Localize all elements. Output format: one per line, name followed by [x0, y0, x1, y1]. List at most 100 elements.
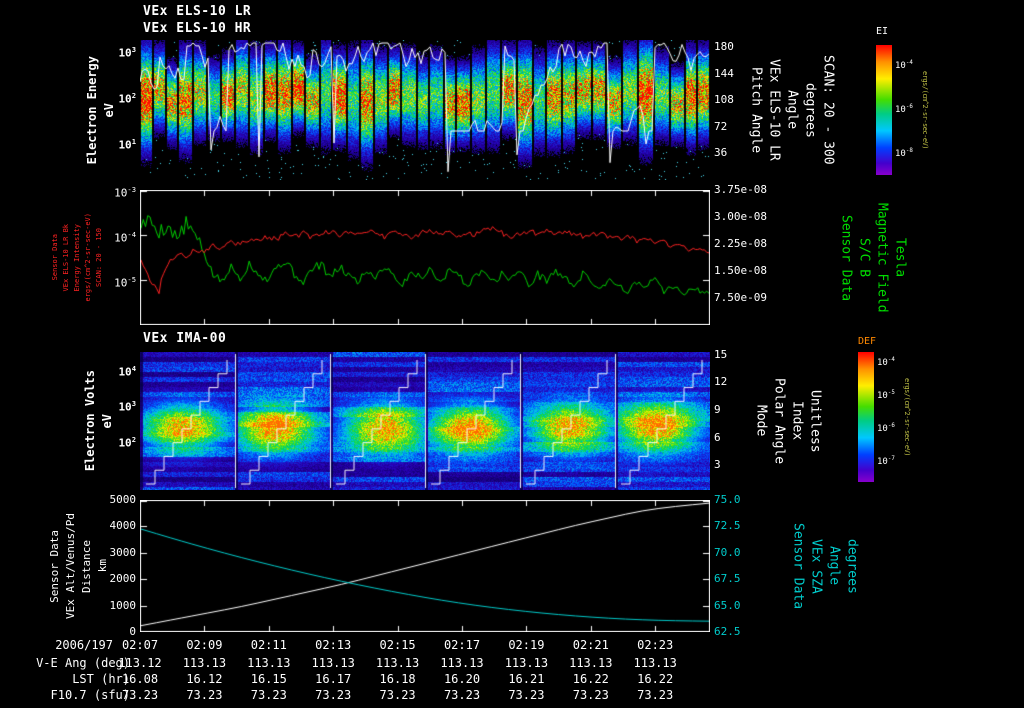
axis-label-line: Sensor Data: [51, 234, 59, 281]
table-cell: 113.13: [375, 656, 420, 670]
table-row: 16.08 16.12 16.15 16.17 16.18 16.20 16.21 16.22…: [0, 672, 1024, 686]
colorbar1-units: ergs/(cm^2-sr-sec-eV): [920, 45, 930, 175]
table-cell: 113.13: [633, 656, 677, 670]
panel3-title: VEx IMA-00: [143, 331, 227, 346]
table-row: 113.12 113.13 113.13 113.13 113.13 113.13 113.…: [0, 656, 1024, 670]
table-cell: 73.23: [572, 688, 609, 702]
table-cell: 16.21: [508, 672, 545, 686]
axis-label-line: VEx ELS-10 LR: [766, 59, 782, 161]
axis-label-line: degrees: [802, 82, 818, 138]
axis-tick-label: 2.25e-08: [714, 237, 767, 250]
panel1-title-line2: VEx ELS-10 HR: [143, 21, 252, 36]
colorbar-tick-label: 10-6: [895, 104, 913, 115]
axis-tick-label: 180: [714, 40, 734, 53]
axis-tick-label: 70.0: [714, 545, 741, 559]
table-cell: 02:09: [186, 638, 223, 652]
axis-tick-label: 3000: [109, 545, 137, 559]
panel4-left-ticks: 5000 4000 3000 2000 1000 0: [96, 493, 137, 638]
axis-label-line: Sensor Data: [790, 522, 806, 610]
axis-tick-label: 101: [118, 137, 136, 152]
table-cell: 73.23: [186, 688, 223, 702]
axis-tick-label: 10-4: [114, 229, 136, 245]
table-cell: 16.22: [637, 672, 674, 686]
table-cell: 16.17: [315, 672, 352, 686]
axis-label-line: Electron Volts: [82, 370, 97, 472]
date-label: 2006/197: [55, 638, 113, 652]
colorbar-tick-label: 10-8: [895, 148, 913, 159]
table-cell: 02:21: [572, 638, 609, 652]
panel1-left-ticks: 103 102 101: [96, 40, 136, 180]
axis-tick-label: 72.5: [714, 519, 741, 533]
colorbar-tick-label: 10-5: [877, 390, 895, 401]
axis-label-line: VEx SZA: [808, 538, 824, 594]
row-label-lst: LST (hr): [72, 672, 130, 686]
els-spectrogram-canvas: [140, 40, 710, 180]
colorbar1: [876, 45, 892, 175]
axis-tick-label: 1000: [109, 598, 137, 612]
table-cell: 113.13: [311, 656, 355, 670]
colorbar2-ticks: 10-4 10-5 10-6 10-7: [877, 352, 907, 482]
axis-tick-label: 72: [714, 119, 728, 133]
panel1-right-axis-label: Pitch Angle VEx ELS-10 LR Angle degrees …: [748, 35, 836, 185]
axis-tick-label: 6: [714, 430, 721, 444]
table-cell: 16.22: [572, 672, 609, 686]
table-cell: 73.23: [379, 688, 416, 702]
table-cell: 113.13: [440, 656, 484, 670]
table-cell: 113.13: [569, 656, 613, 670]
panel3-left-ticks: 104 103 102: [96, 352, 136, 490]
axis-tick-label: 75.0: [714, 493, 741, 506]
table-cell: 16.18: [379, 672, 416, 686]
table-cell: 16.20: [443, 672, 481, 686]
panel3-right-axis-label: Mode Polar Angle Index Unitless: [752, 348, 824, 494]
panel2-right-axis-label: Sensor Data S/C B Magnetic Field Tesla: [838, 192, 908, 324]
axis-tick-label: 7.50e-09: [714, 291, 767, 304]
axis-tick-label: 3: [714, 458, 721, 472]
table-row: 73.23 73.23 73.23 73.23 73.23 73.23 73.23 73.23…: [0, 688, 1024, 702]
axis-tick-label: 103: [118, 44, 136, 60]
panel4-right-axis-label: Sensor Data VEx SZA Angle degrees: [790, 500, 860, 632]
axis-label-line: Mode: [753, 405, 769, 437]
colorbar2-title: DEF: [858, 336, 877, 347]
table-cell: 113.13: [504, 656, 549, 670]
colorbar-tick-label: 10-4: [895, 60, 913, 71]
table-cell: 02:15: [379, 638, 416, 652]
axis-tick-label: 3.75e-08: [714, 183, 767, 196]
axis-label-line: Tesla: [892, 238, 908, 278]
axis-label-line: SCAN: 20 - 300: [820, 55, 836, 165]
axis-label-line: Unitless: [807, 389, 823, 453]
ima-spectrogram-canvas: [140, 352, 710, 490]
table-cell: 113.13: [247, 656, 291, 670]
axis-tick-label: 9: [714, 402, 721, 416]
table-cell: 16.12: [186, 672, 223, 686]
axis-tick-label: 5000: [109, 493, 137, 506]
axis-label-line: Energy Intensity: [73, 223, 81, 292]
colorbar-units-text: ergs/(cm^2-sr-sec-eV): [903, 377, 911, 456]
colorbar2: [858, 352, 874, 482]
axis-label-line: Polar Angle: [771, 377, 787, 465]
axis-tick-label: 10-3: [114, 185, 136, 200]
axis-tick-label: 103: [118, 399, 136, 415]
table-cell: 113.13: [182, 656, 227, 670]
colorbar2-units: ergs/(cm^2-sr-sec-eV): [902, 352, 912, 482]
axis-tick-label: 0: [129, 625, 136, 638]
table-cell: 02:07: [121, 638, 159, 652]
table-cell: 02:19: [508, 638, 545, 652]
panel4-right-ticks: 75.0 72.5 70.0 67.5 65.0 62.5: [714, 493, 784, 638]
colorbar-tick-label: 10-6: [877, 423, 895, 434]
time-tick-row: 02:07 02:09 02:11 02:13 02:15 02:17 02:19 02:21…: [0, 638, 1024, 652]
table-cell: 73.23: [315, 688, 352, 702]
axis-label-line: ergs/(cm^2-sr-sec-eV): [84, 213, 92, 302]
intensity-bfield-plot-canvas: [140, 190, 710, 325]
row-label-f107: F10.7 (sfu): [50, 688, 130, 702]
axis-tick-label: 108: [714, 93, 734, 107]
panel1-title-line1: VEx ELS-10 LR: [143, 4, 252, 19]
axis-label-line: VEx Alt/Venus/Pd: [63, 513, 77, 619]
axis-label-line: Magnetic Field: [874, 203, 890, 313]
table-cell: 02:11: [250, 638, 287, 652]
axis-tick-label: 2000: [109, 572, 137, 586]
axis-tick-label: 1.50e-08: [714, 264, 767, 277]
axis-tick-label: 10-5: [114, 275, 136, 290]
axis-label-line: Pitch Angle: [748, 66, 764, 154]
axis-label-line: S/C B: [856, 238, 872, 278]
axis-tick-label: 36: [714, 146, 728, 160]
